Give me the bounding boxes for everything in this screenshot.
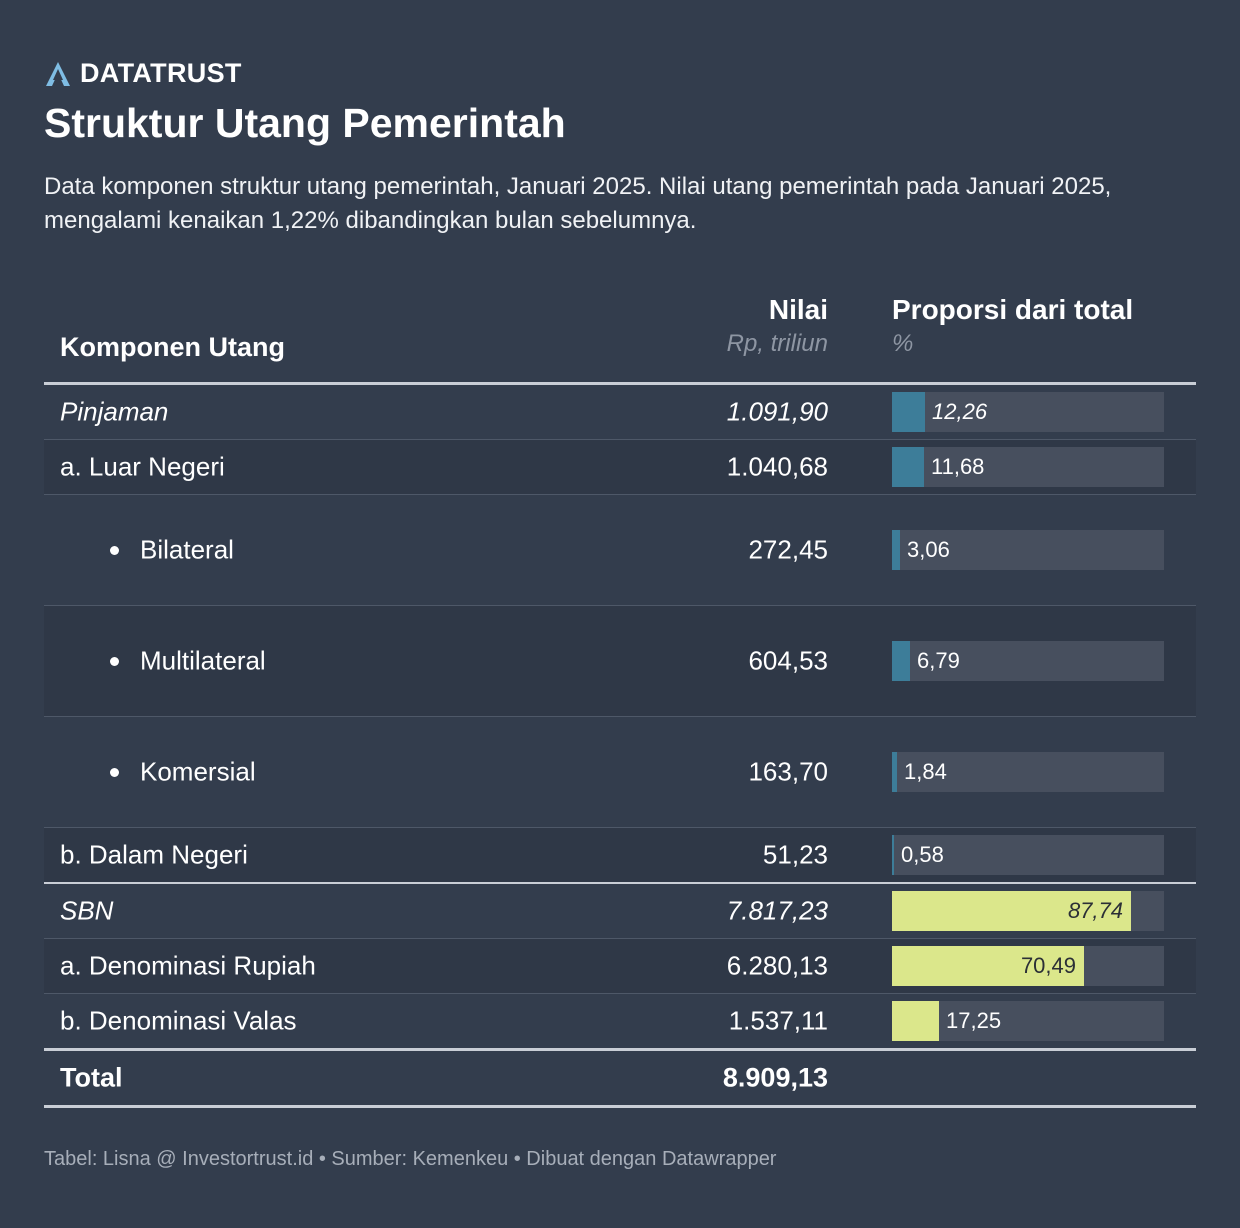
row-value: 1.091,90 (726, 396, 828, 427)
subtitle: Data komponen struktur utang pemerintah,… (44, 173, 1112, 234)
row-name: a. Denominasi Rupiah (60, 951, 316, 982)
header-share: Proporsi dari total % (892, 294, 1133, 358)
table-row: Komersial 163,70 1,84 (44, 717, 1196, 828)
share-label: 87,74 (1067, 898, 1123, 923)
table-row: SBN 7.817,23 87,74 (44, 884, 1196, 939)
share-bar (892, 946, 1084, 986)
row-value: 6.280,13 (726, 950, 828, 981)
share-bar-track: 3,06 (892, 530, 1164, 570)
debt-table: Komponen Utang Nilai Rp, triliun Propors… (44, 290, 1196, 1108)
table-row: a. Denominasi Rupiah 6.280,13 70,49 (44, 939, 1196, 994)
share-label: 1,84 (904, 759, 947, 784)
share-label: 70,49 (1020, 953, 1076, 978)
total-value: 8.909,13 (722, 1062, 828, 1093)
brand: DATATRUST (44, 58, 242, 89)
header-share-label: Proporsi dari total (892, 294, 1134, 325)
share-bar-track: 87,74 (892, 891, 1164, 931)
row-value: 272,45 (748, 534, 828, 565)
row-name: Multilateral (110, 645, 266, 677)
header-share-unit: % (892, 330, 914, 357)
row-name-text: a. Luar Negeri (60, 451, 225, 482)
table-header: Komponen Utang Nilai Rp, triliun Propors… (44, 290, 1196, 385)
share-bar-track: 6,79 (892, 641, 1164, 681)
share-bar (892, 752, 897, 792)
header-value: Nilai Rp, triliun (727, 294, 828, 358)
table-row: b. Dalam Negeri 51,23 0,58 (44, 828, 1196, 884)
share-bar-track: 17,25 (892, 1001, 1164, 1041)
row-name: b. Dalam Negeri (60, 840, 248, 871)
share-label: 11,68 (931, 454, 985, 479)
share-label: 12,26 (932, 399, 988, 424)
share-bar (892, 641, 910, 681)
header-value-unit: Rp, triliun (726, 330, 828, 357)
row-name-text: Bilateral (140, 534, 234, 565)
share-bar-track: 1,84 (892, 752, 1164, 792)
bullet-icon (110, 656, 119, 666)
row-value: 7.817,23 (726, 895, 828, 926)
row-name: SBN (60, 896, 113, 927)
brand-name: DATATRUST (80, 58, 242, 88)
row-value: 163,70 (748, 756, 828, 787)
share-bar-track: 12,26 (892, 392, 1164, 432)
share-bar-track: 11,68 (892, 447, 1164, 487)
share-label: 6,79 (917, 648, 960, 673)
row-value: 604,53 (748, 645, 828, 676)
header-value-label: Nilai (768, 294, 828, 325)
row-name-text: Pinjaman (60, 396, 169, 427)
total-row: Total 8.909,13 (44, 1048, 1196, 1108)
datatrust-logo-icon (46, 61, 70, 86)
row-name-text: Multilateral (140, 645, 266, 676)
page-title: Struktur Utang Pemerintah (44, 100, 566, 146)
bullet-icon (110, 545, 119, 555)
table-row: Bilateral 272,45 3,06 (44, 495, 1196, 606)
share-bar (892, 447, 924, 487)
row-name: b. Denominasi Valas (60, 1006, 297, 1037)
share-label: 0,58 (901, 842, 944, 867)
row-value: 51,23 (762, 839, 828, 870)
row-name-text: b. Dalam Negeri (60, 839, 248, 870)
share-bar (892, 1001, 939, 1041)
table-row: a. Luar Negeri 1.040,68 11,68 (44, 440, 1196, 495)
table-row: b. Denominasi Valas 1.537,11 17,25 (44, 994, 1196, 1048)
table-row: Pinjaman 1.091,90 12,26 (44, 385, 1196, 440)
header-component: Komponen Utang (60, 332, 285, 362)
share-bar (892, 392, 925, 432)
bullet-icon (110, 767, 119, 777)
row-name: a. Luar Negeri (60, 452, 225, 483)
row-name: Bilateral (110, 534, 234, 566)
row-name-text: SBN (60, 895, 114, 926)
share-bar (892, 835, 894, 875)
footer-credit: Tabel: Lisna @ Investortrust.id • Sumber… (44, 1148, 777, 1170)
share-bar (892, 891, 1131, 931)
total-label: Total (60, 1062, 123, 1093)
row-name: Komersial (110, 756, 256, 788)
share-label: 17,25 (946, 1008, 1002, 1033)
share-label: 3,06 (907, 537, 950, 562)
row-name-text: Komersial (140, 756, 256, 787)
share-bar-track: 70,49 (892, 946, 1164, 986)
row-value: 1.040,68 (726, 451, 828, 482)
table-row: Multilateral 604,53 6,79 (44, 606, 1196, 717)
row-name-text: b. Denominasi Valas (60, 1005, 297, 1036)
row-name-text: a. Denominasi Rupiah (60, 950, 316, 981)
share-bar (892, 530, 900, 570)
table-body: Pinjaman 1.091,90 12,26 a. Luar Negeri 1.040… (44, 385, 1196, 1048)
share-bar-track: 0,58 (892, 835, 1164, 875)
row-name: Pinjaman (60, 397, 168, 428)
row-value: 1.537,11 (728, 1005, 828, 1036)
